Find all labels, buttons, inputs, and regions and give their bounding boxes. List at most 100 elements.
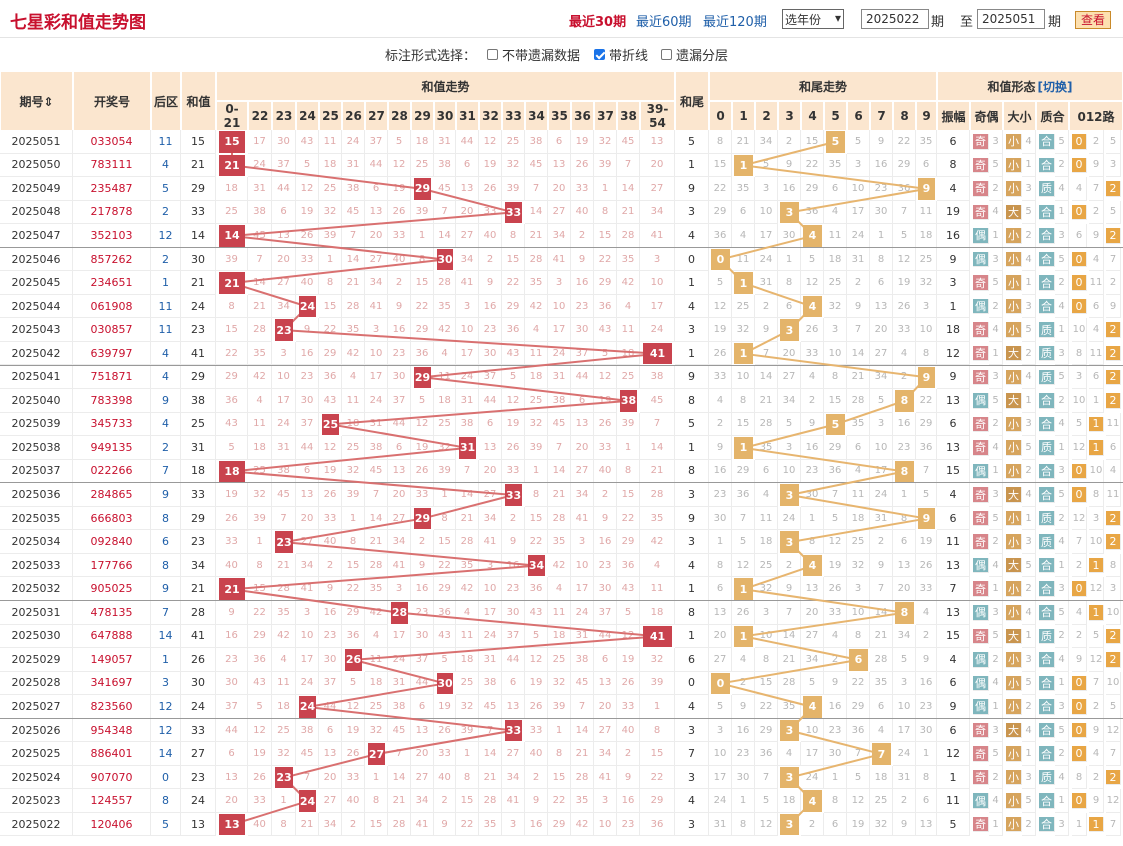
tail-miss: 24	[870, 483, 893, 507]
big-small-badge: 小	[1006, 298, 1022, 315]
prime-comp-miss: 4	[1055, 765, 1069, 790]
sum-miss: 1	[434, 483, 456, 507]
tail-miss: 22	[709, 177, 732, 201]
sum-ball: 30	[437, 248, 453, 271]
tail-miss: 34	[801, 648, 824, 672]
range-120-link[interactable]: 最近120期	[703, 15, 767, 30]
tail-miss: 5	[732, 530, 755, 554]
tail-miss: 33	[916, 577, 937, 601]
sum-miss: 36	[411, 341, 434, 366]
prime-comp-badge: 合	[1039, 416, 1055, 433]
sum-miss: 26	[248, 765, 272, 790]
form-switch-link[interactable]: [切换]	[1037, 79, 1073, 94]
back-zone: 2	[151, 247, 181, 272]
option-layer[interactable]: 遗漏分层	[661, 45, 728, 64]
back-zone: 11	[151, 130, 181, 154]
tail-miss: 22	[755, 695, 778, 719]
query-button[interactable]: 查看	[1075, 11, 1111, 29]
sum-miss: 39	[640, 671, 675, 696]
tail-miss: 3	[755, 601, 778, 625]
sum-miss: 13	[411, 718, 434, 743]
tail-miss: 31	[709, 812, 732, 837]
prime-comp-badge: 合	[1039, 228, 1055, 244]
sum-miss: 40	[594, 459, 617, 484]
sum-miss: 30	[216, 671, 248, 696]
tail-miss: 3	[709, 718, 732, 743]
tail-miss: 11	[755, 506, 778, 531]
tail-miss: 7	[916, 459, 937, 484]
year-select[interactable]: 选年份 ▾	[782, 9, 844, 29]
tail-miss: 35	[916, 130, 937, 154]
draw-number: 234651	[73, 271, 151, 295]
sum-miss: 43	[434, 624, 456, 649]
sum-miss: 9	[319, 577, 342, 601]
option-line[interactable]: 带折线	[594, 45, 648, 64]
option-no-miss[interactable]: 不带遗漏数据	[487, 45, 580, 64]
sum-miss: 44	[365, 153, 388, 178]
route-miss: 12	[1106, 789, 1121, 813]
group-divider	[0, 717, 1123, 719]
issue-cell: 2025025	[0, 742, 73, 766]
header-sum-col: 35	[548, 101, 571, 131]
sum-miss: 18	[342, 412, 365, 437]
prime-comp-badge: 合	[1039, 157, 1055, 174]
route-miss: 9	[1089, 789, 1104, 813]
header-sum-tail: 和尾	[675, 71, 709, 131]
sum-miss: 2	[479, 247, 502, 272]
sum-miss: 27	[571, 459, 594, 484]
checkbox-checked-icon[interactable]	[594, 49, 605, 60]
tail-miss: 27	[870, 341, 893, 366]
amplitude: 1	[937, 765, 970, 790]
header-issue[interactable]: 期号⇕	[0, 71, 73, 131]
sum-tail-value: 5	[675, 130, 709, 154]
sum-miss: 21	[365, 530, 388, 554]
sum-miss: 22	[216, 341, 248, 366]
display-options: 标注形式选择： 不带遗漏数据 带折线 遗漏分层	[0, 44, 1123, 64]
sum-miss: 8	[434, 506, 456, 531]
big-small-badge: 大	[1006, 722, 1022, 739]
sum-tail-value: 3	[675, 318, 709, 342]
big-small-miss: 3	[1022, 412, 1036, 437]
sum-miss: 26	[525, 695, 548, 719]
sum-tail-value: 4	[675, 789, 709, 813]
big-small-miss: 4	[1022, 365, 1036, 390]
tail-miss: 10	[916, 318, 937, 342]
checkbox-icon[interactable]	[661, 49, 672, 60]
header-sum-col: 30	[434, 101, 456, 131]
tail-miss: 25	[870, 789, 893, 813]
checkbox-icon[interactable]	[487, 49, 498, 60]
sum-ball: 29	[414, 178, 431, 200]
range-30-link[interactable]: 最近30期	[569, 15, 627, 30]
sum-miss: 17	[548, 318, 571, 342]
sum-miss: 14	[365, 506, 388, 531]
sum-miss: 39	[216, 247, 248, 272]
sum-miss: 24	[640, 318, 675, 342]
from-issue-input[interactable]: 2025022	[861, 9, 929, 29]
sum-miss: 12	[411, 412, 434, 437]
odd-even-badge: 奇	[973, 322, 989, 338]
sum-miss: 39	[502, 177, 525, 201]
amplitude: 5	[937, 812, 970, 837]
tail-miss: 2	[870, 530, 893, 554]
tail-miss: 5	[870, 389, 893, 413]
to-issue-input[interactable]: 2025051	[977, 9, 1045, 29]
header-sum-col: 37	[594, 101, 617, 131]
sum-miss: 4	[434, 341, 456, 366]
big-small-miss: 5	[1022, 553, 1036, 578]
big-small-badge: 小	[1006, 746, 1022, 762]
route-miss: 7	[1089, 177, 1104, 201]
range-60-link[interactable]: 最近60期	[636, 15, 692, 30]
route-miss: 12	[1072, 436, 1087, 460]
sum-miss: 17	[272, 389, 296, 413]
route-miss: 2	[1072, 624, 1087, 649]
header-sum-col: 23	[272, 101, 296, 131]
sum-miss: 15	[525, 506, 548, 531]
prime-comp-badge: 质	[1039, 510, 1055, 527]
sum-miss: 3	[479, 553, 502, 578]
sum-miss: 20	[571, 436, 594, 460]
sum-miss: 35	[548, 530, 571, 554]
back-zone: 11	[151, 294, 181, 319]
back-zone: 12	[151, 718, 181, 743]
tail-ball: 1	[734, 272, 753, 294]
amplitude: 19	[937, 200, 970, 225]
